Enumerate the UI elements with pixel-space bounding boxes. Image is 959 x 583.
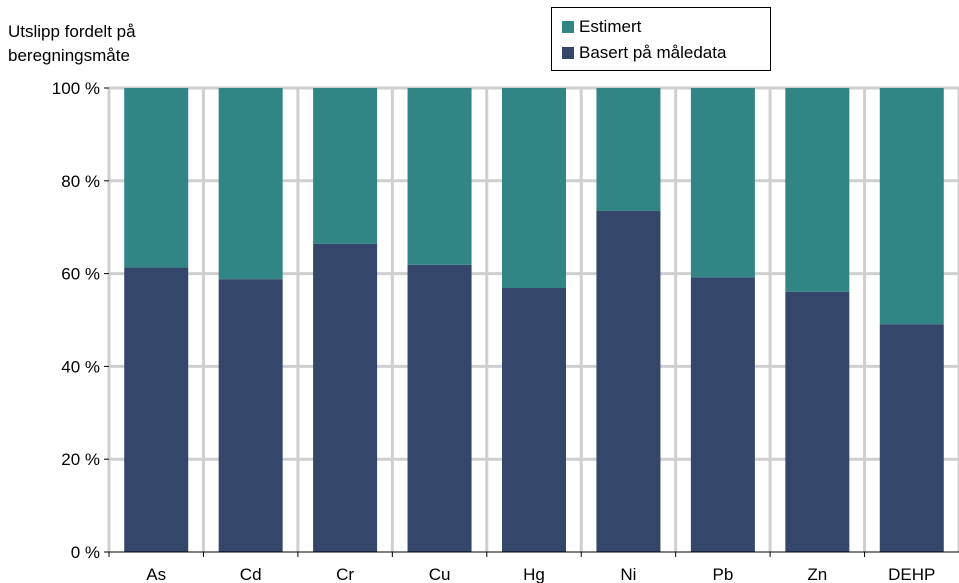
bar-cd-basert <box>218 279 283 552</box>
y-tick-label: 60 % <box>61 265 100 284</box>
bar-zn-estimert <box>785 88 850 292</box>
x-tick-label: Cu <box>429 565 451 583</box>
y-axis-ticks: 0 % 20 % 40 % 60 % 80 % 100 % <box>52 79 109 562</box>
legend-label-basert: Basert på måledata <box>579 43 727 62</box>
bar-cu-estimert <box>407 88 472 265</box>
y-tick-label: 80 % <box>61 172 100 191</box>
bars <box>124 88 944 553</box>
bar-as-basert <box>124 267 189 552</box>
bar-cd-estimert <box>218 88 283 280</box>
bar-cr-estimert <box>313 88 378 244</box>
x-axis-ticks: As Cd Cr Cu Hg Ni Pb Zn DEHP <box>108 552 935 583</box>
bar-cr-basert <box>313 243 378 553</box>
y-axis-title-line-2: beregningsmåte <box>8 46 130 65</box>
legend-swatch-basert <box>562 47 574 59</box>
x-tick-label: Pb <box>712 565 733 583</box>
bar-dehp-estimert <box>879 88 944 325</box>
y-tick-label: 100 % <box>52 79 100 98</box>
legend-swatch-estimert <box>562 21 574 33</box>
bar-zn-basert <box>785 291 850 552</box>
bar-hg-estimert <box>502 88 566 288</box>
y-tick-label: 20 % <box>61 450 100 469</box>
x-tick-label: Hg <box>523 565 545 583</box>
legend: Estimert Basert på måledata <box>551 7 771 71</box>
bar-pb-basert <box>690 277 755 552</box>
bar-cu-basert <box>407 264 472 552</box>
x-tick-label: DEHP <box>888 565 935 583</box>
x-tick-label: Cd <box>240 565 262 583</box>
legend-label-estimert: Estimert <box>579 17 642 36</box>
legend-item-basert: Basert på måledata <box>562 42 726 64</box>
bar-pb-estimert <box>690 88 755 278</box>
y-axis-title: Utslipp fordelt på beregningsmåte <box>8 20 208 68</box>
x-tick-label: As <box>146 565 166 583</box>
y-axis-title-line-1: Utslipp fordelt på <box>8 22 136 41</box>
bar-as-estimert <box>124 88 189 268</box>
bar-hg-basert <box>502 287 566 552</box>
y-tick-label: 0 % <box>71 543 100 562</box>
legend-item-estimert: Estimert <box>562 16 641 38</box>
bar-ni-basert <box>596 210 661 552</box>
x-tick-label: Cr <box>336 565 354 583</box>
bar-ni-estimert <box>596 88 661 211</box>
x-tick-label: Ni <box>620 565 636 583</box>
x-tick-label: Zn <box>807 565 827 583</box>
bar-dehp-basert <box>879 324 944 552</box>
y-tick-label: 40 % <box>61 357 100 376</box>
